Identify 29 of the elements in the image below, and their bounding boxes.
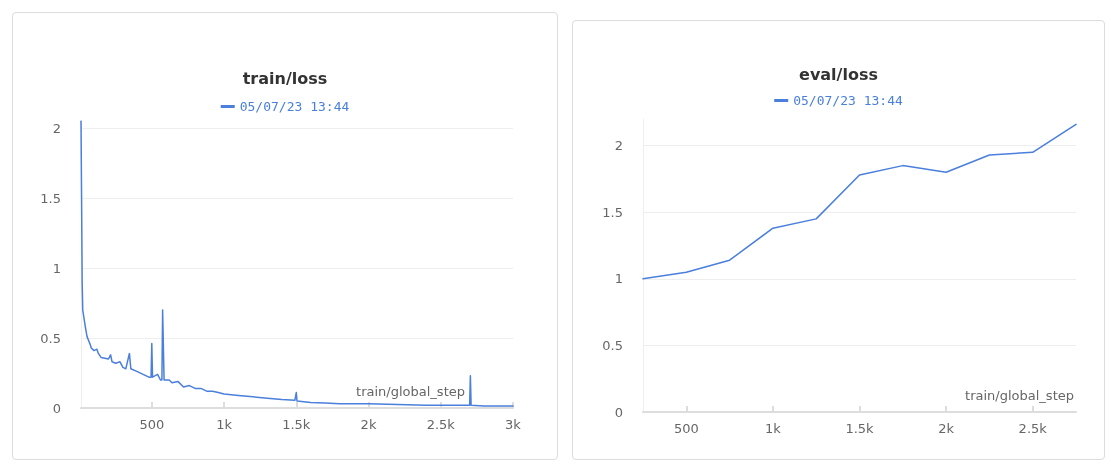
y-tick-label: 0.5 bbox=[602, 337, 623, 353]
x-tick-label: 1k bbox=[216, 417, 233, 432]
x-tick-label: 1k bbox=[764, 421, 782, 436]
x-tick-label: 2.5k bbox=[1018, 421, 1048, 436]
x-tick-label: 2k bbox=[360, 417, 377, 432]
x-tick-label: 1.5k bbox=[845, 421, 875, 436]
line-series bbox=[642, 123, 1077, 280]
legend-label: 05/07/23 13:44 bbox=[793, 93, 903, 108]
x-axis-title: train/global_step bbox=[965, 388, 1074, 403]
x-tick-label: 500 bbox=[139, 417, 165, 432]
y-tick-label: 0 bbox=[614, 404, 623, 420]
y-tick-label: 0.5 bbox=[40, 330, 61, 346]
x-tick-label: 1.5k bbox=[282, 417, 311, 432]
y-tick-label: 1.5 bbox=[602, 204, 623, 220]
y-tick-label: 1 bbox=[614, 271, 623, 287]
y-tick-label: 2 bbox=[52, 120, 61, 136]
legend-label: 05/07/23 13:44 bbox=[239, 99, 350, 114]
x-tick-label: 3k bbox=[505, 417, 522, 432]
y-tick-label: 0 bbox=[52, 400, 61, 416]
y-tick-label: 1.5 bbox=[40, 190, 61, 206]
y-tick-label: 2 bbox=[614, 138, 623, 154]
x-tick-label: 500 bbox=[673, 421, 699, 436]
chart-title: eval/loss bbox=[799, 64, 878, 84]
line-series bbox=[80, 120, 514, 407]
x-axis-title: train/global_step bbox=[356, 384, 465, 399]
x-tick-label: 2k bbox=[938, 421, 955, 436]
chart-title: train/loss bbox=[242, 68, 328, 88]
y-tick-label: 1 bbox=[52, 260, 61, 276]
x-tick-label: 2.5k bbox=[426, 417, 456, 432]
